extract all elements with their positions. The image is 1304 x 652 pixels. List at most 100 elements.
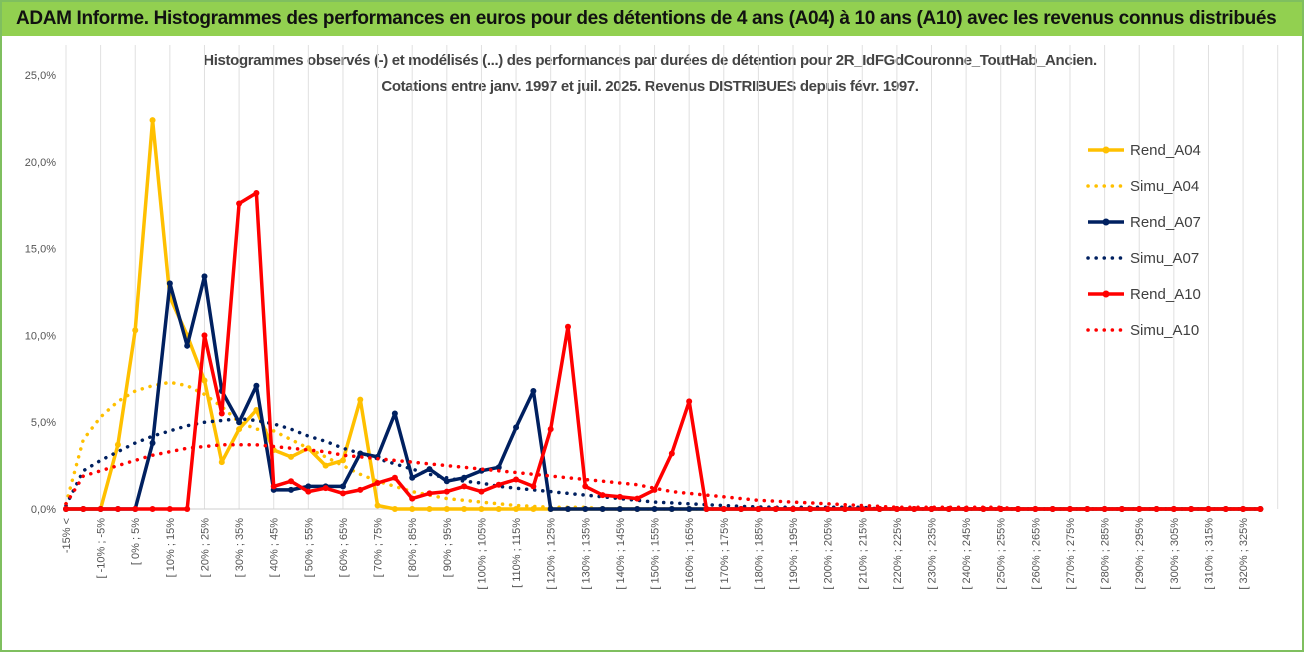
x-tick-label: [ 90% ; 95% xyxy=(442,518,454,578)
x-tick-label: [ 60% ; 65% xyxy=(338,518,350,578)
series-line xyxy=(66,191,1261,511)
data-point xyxy=(738,506,745,512)
data-point xyxy=(236,200,243,207)
data-point xyxy=(564,323,571,330)
x-tick-label: [ 240% ; 245% xyxy=(961,518,973,590)
data-point xyxy=(461,483,468,490)
data-point xyxy=(513,476,520,483)
y-tick-label: 0,0% xyxy=(31,504,56,516)
data-point xyxy=(859,506,866,512)
x-tick-label: [ 50% ; 55% xyxy=(303,518,315,578)
data-point xyxy=(201,332,208,339)
data-point xyxy=(409,474,416,481)
x-tick-label: [ 10% ; 15% xyxy=(165,518,177,578)
data-point xyxy=(322,462,329,469)
x-tick-label: [ 80% ; 85% xyxy=(407,518,419,578)
data-point xyxy=(686,398,693,405)
x-tick-label: [ 160% ; 165% xyxy=(684,518,696,590)
series-Simu_A04 xyxy=(64,380,1263,511)
x-tick-label: [ 120% ; 125% xyxy=(546,518,558,590)
data-point xyxy=(149,117,156,124)
series-line xyxy=(66,118,1261,511)
data-point xyxy=(720,506,727,512)
data-point xyxy=(374,502,381,509)
x-tick-label: [ 320% ; 325% xyxy=(1238,518,1250,590)
y-tick-label: 15,0% xyxy=(25,244,56,256)
data-point xyxy=(443,488,450,495)
data-point xyxy=(513,424,520,431)
data-point xyxy=(149,506,156,512)
legend: Rend_A04 Simu_A04 Rend_A07 Simu_A07 Rend_A10… xyxy=(1086,142,1201,339)
data-point xyxy=(616,493,623,500)
x-tick-label: [ 270% ; 275% xyxy=(1065,518,1077,590)
x-tick-label: [ 210% ; 215% xyxy=(857,518,869,590)
x-tick-label: [ 40% ; 45% xyxy=(269,518,281,578)
x-tick-label: [ -10% ; -5% xyxy=(96,518,108,579)
data-point xyxy=(149,440,156,447)
data-point xyxy=(668,450,675,457)
x-tick-label: [ 300% ; 305% xyxy=(1169,518,1181,590)
data-point xyxy=(97,506,104,512)
data-point xyxy=(807,506,814,512)
data-point xyxy=(547,426,554,433)
x-tick-label: [ 200% ; 205% xyxy=(823,518,835,590)
data-point xyxy=(236,426,243,433)
y-tick-label: 10,0% xyxy=(25,330,56,342)
legend-item: Simu_A10 xyxy=(1086,322,1199,339)
data-point xyxy=(443,506,450,512)
data-point xyxy=(599,506,606,512)
series-Rend_A10 xyxy=(63,190,1264,512)
legend-marker xyxy=(1102,218,1110,226)
grid-lines xyxy=(65,45,1279,509)
data-point xyxy=(426,506,433,512)
data-point xyxy=(339,483,346,490)
data-point xyxy=(530,483,537,490)
data-point xyxy=(513,506,520,512)
data-point xyxy=(132,327,139,334)
data-point xyxy=(461,506,468,512)
data-point xyxy=(253,407,260,414)
x-tick-label: [ 280% ; 285% xyxy=(1100,518,1112,590)
data-point xyxy=(1170,506,1177,512)
data-point xyxy=(564,506,571,512)
x-tick-label: [ 110% ; 115% xyxy=(511,518,523,588)
data-point xyxy=(288,486,295,493)
data-point xyxy=(253,190,260,197)
y-axis: 0,0% 5,0% 10,0% 15,0% 20,0% 25,0% xyxy=(25,70,56,516)
data-point xyxy=(218,459,225,466)
data-point xyxy=(409,495,416,502)
x-tick-label: [ 250% ; 255% xyxy=(996,518,1008,590)
x-tick-label: -15% < xyxy=(61,518,73,553)
data-point xyxy=(374,479,381,486)
x-tick-label: [ 190% ; 195% xyxy=(788,518,800,590)
data-point xyxy=(391,410,398,417)
data-point xyxy=(495,506,502,512)
data-point xyxy=(668,506,675,512)
series-line xyxy=(64,416,1263,511)
legend-label: Simu_A10 xyxy=(1130,322,1199,339)
x-tick-label: [ 170% ; 175% xyxy=(719,518,731,590)
data-point xyxy=(1032,506,1039,512)
legend-label: Rend_A07 xyxy=(1130,214,1201,231)
series-Simu_A10 xyxy=(64,443,1263,511)
x-tick-label: [ 180% ; 185% xyxy=(753,518,765,590)
data-point xyxy=(184,506,191,512)
x-tick-label: [ 310% ; 315% xyxy=(1203,518,1215,590)
y-tick-label: 20,0% xyxy=(25,157,56,169)
data-point xyxy=(1136,506,1143,512)
data-point xyxy=(1049,506,1056,512)
data-point xyxy=(63,506,69,512)
x-tick-label: [ 220% ; 225% xyxy=(892,518,904,590)
legend-item: Rend_A07 xyxy=(1088,214,1201,231)
data-point xyxy=(703,506,710,512)
data-point xyxy=(582,506,589,512)
x-tick-label: [ 150% ; 155% xyxy=(650,518,662,590)
data-point xyxy=(270,483,277,490)
series-Rend_A04 xyxy=(63,117,1264,512)
legend-label: Simu_A07 xyxy=(1130,250,1199,267)
data-point xyxy=(772,506,779,512)
data-point xyxy=(132,506,139,512)
legend-label: Rend_A10 xyxy=(1130,286,1201,303)
data-point xyxy=(391,474,398,481)
